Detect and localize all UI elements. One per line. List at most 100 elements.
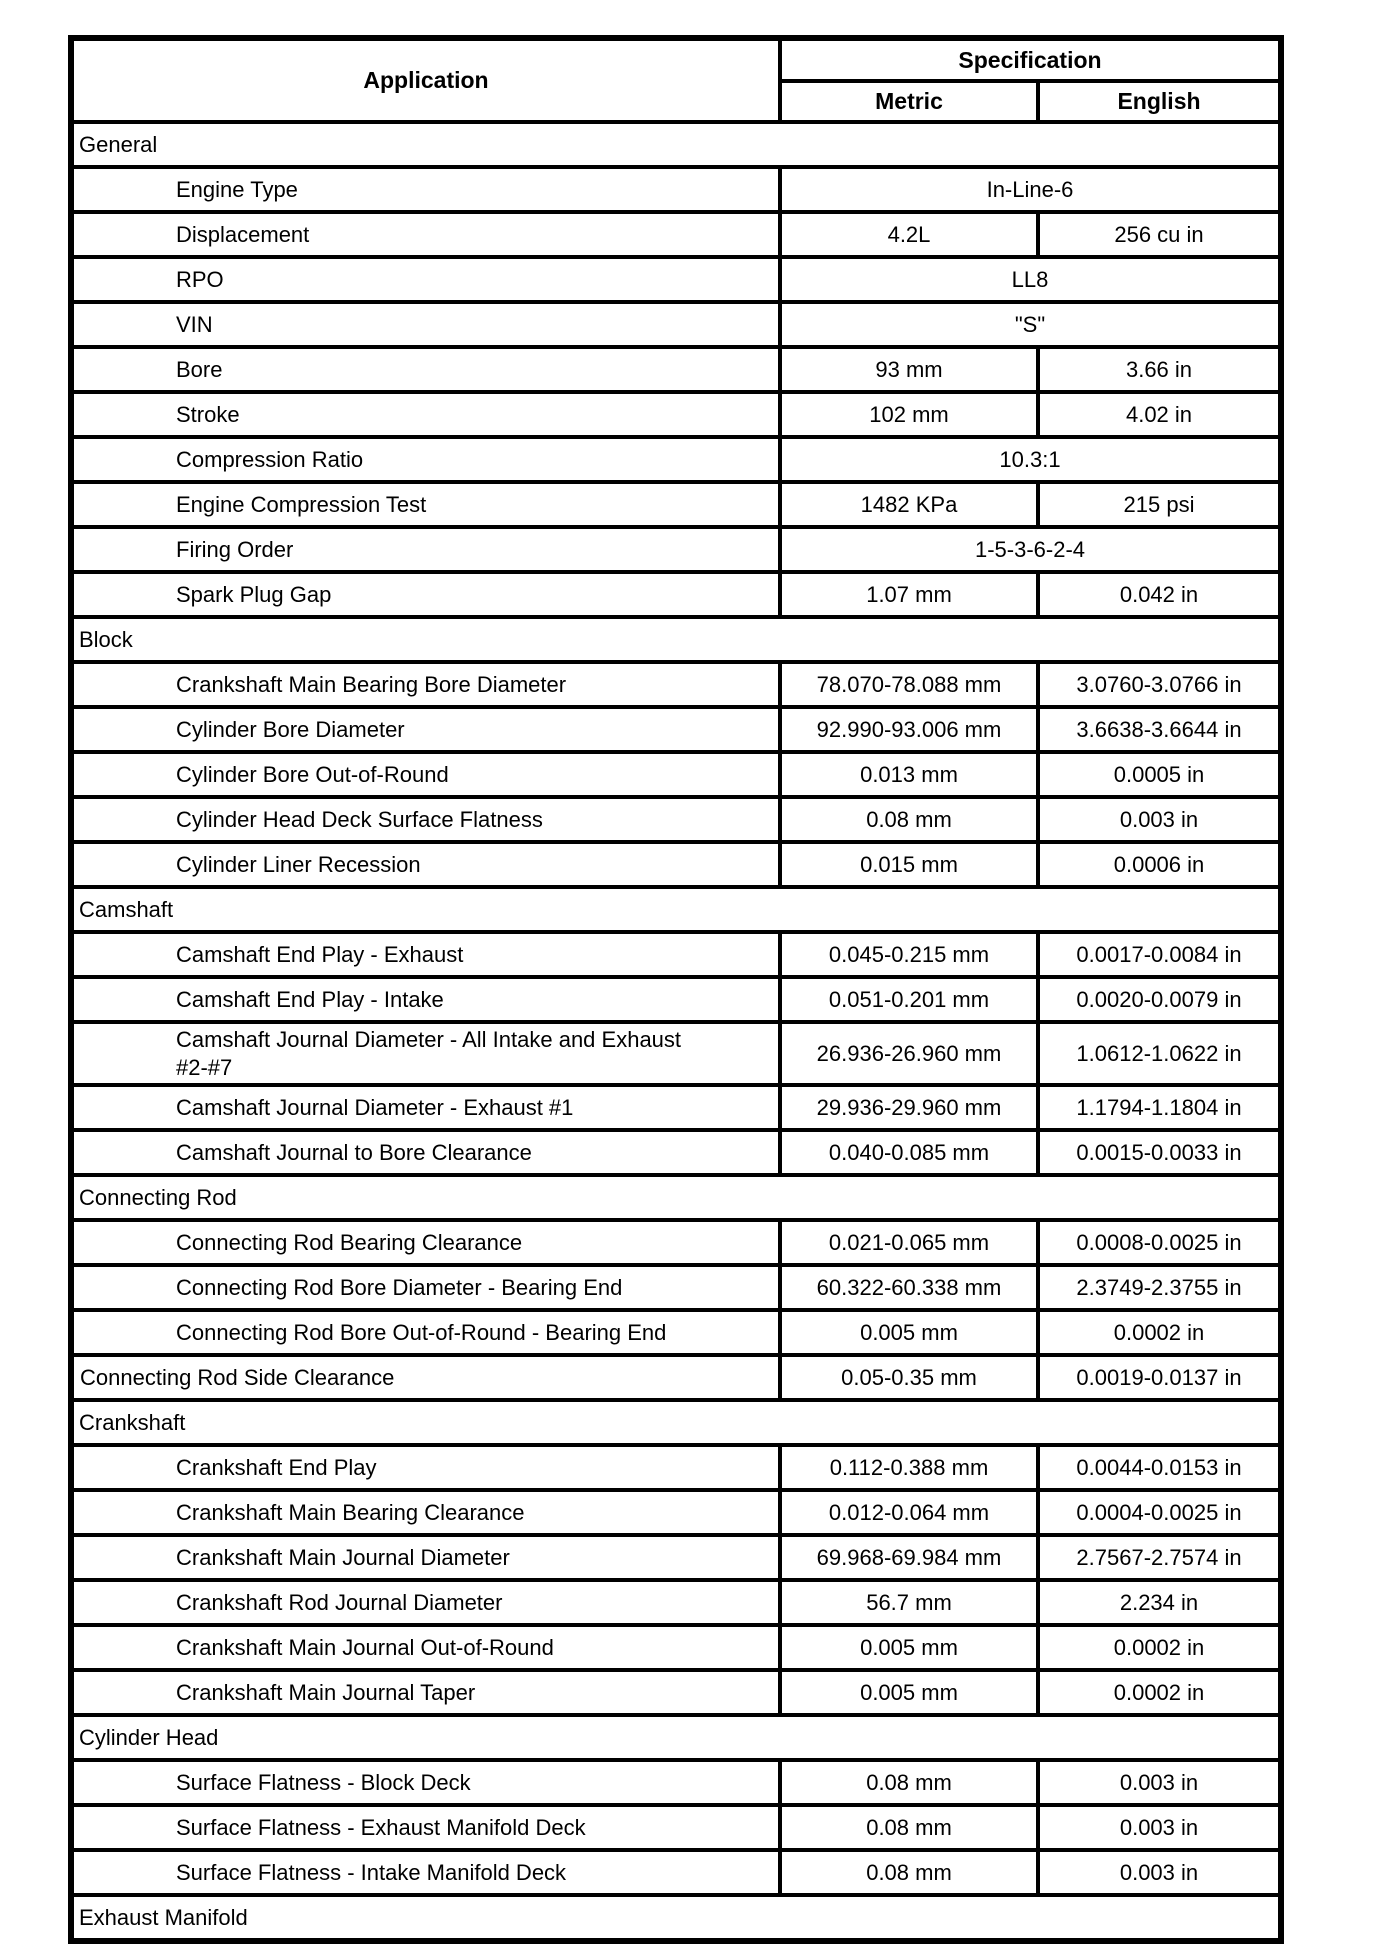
application-label: Engine Compression Test xyxy=(69,480,782,529)
metric-value: 26.936-26.960 mm xyxy=(778,1020,1040,1087)
english-value: 2.234 in xyxy=(1036,1578,1283,1627)
application-label: Crankshaft Main Journal Taper xyxy=(69,1668,782,1717)
english-value: 3.66 in xyxy=(1036,345,1283,394)
english-value: 0.0017-0.0084 in xyxy=(1036,930,1283,979)
spec-row: Engine Type In-Line-6 xyxy=(69,165,1283,214)
section-title: General xyxy=(69,120,1283,169)
section-row: Block xyxy=(69,615,1283,664)
section-row: Crankshaft xyxy=(69,1398,1283,1447)
english-value: 0.003 in xyxy=(1036,795,1283,844)
english-value: 0.0005 in xyxy=(1036,750,1283,799)
metric-value: 0.005 mm xyxy=(778,1623,1040,1672)
english-value: 3.6638-3.6644 in xyxy=(1036,705,1283,754)
english-value: 0.0020-0.0079 in xyxy=(1036,975,1283,1024)
metric-value: 0.015 mm xyxy=(778,840,1040,889)
spec-row: Cylinder Head Deck Surface Flatness 0.08 … xyxy=(69,795,1283,844)
metric-value: 29.936-29.960 mm xyxy=(778,1083,1040,1132)
application-label: Crankshaft Main Journal Out-of-Round xyxy=(69,1623,782,1672)
specification-span-value: 1-5-3-6-2-4 xyxy=(778,525,1283,574)
english-value: 2.7567-2.7574 in xyxy=(1036,1533,1283,1582)
application-column-header: Application xyxy=(69,36,782,124)
application-label: Stroke xyxy=(69,390,782,439)
application-label: Firing Order xyxy=(69,525,782,574)
english-value: 0.003 in xyxy=(1036,1848,1283,1897)
metric-value: 0.021-0.065 mm xyxy=(778,1218,1040,1267)
english-value: 4.02 in xyxy=(1036,390,1283,439)
metric-value: 0.08 mm xyxy=(778,1758,1040,1807)
english-value: 2.3749-2.3755 in xyxy=(1036,1263,1283,1312)
metric-value: 0.013 mm xyxy=(778,750,1040,799)
section-title: Camshaft xyxy=(69,885,1283,934)
spec-row: RPO LL8 xyxy=(69,255,1283,304)
application-label: Cylinder Liner Recession xyxy=(69,840,782,889)
english-value: 0.0008-0.0025 in xyxy=(1036,1218,1283,1267)
english-value: 0.0019-0.0137 in xyxy=(1036,1353,1283,1402)
application-label: Crankshaft End Play xyxy=(69,1443,782,1492)
metric-value: 93 mm xyxy=(778,345,1040,394)
english-value: 0.0002 in xyxy=(1036,1623,1283,1672)
metric-value: 0.045-0.215 mm xyxy=(778,930,1040,979)
spec-row: Camshaft End Play - Exhaust 0.045-0.215 m… xyxy=(69,930,1283,979)
english-value: 0.003 in xyxy=(1036,1758,1283,1807)
application-label: VIN xyxy=(69,300,782,349)
application-label: Connecting Rod Bore Out-of-Round - Beari… xyxy=(69,1308,782,1357)
spec-row: Surface Flatness - Block Deck 0.08 mm 0.00… xyxy=(69,1758,1283,1807)
section-title: Connecting Rod xyxy=(69,1173,1283,1222)
application-label: Connecting Rod Bearing Clearance xyxy=(69,1218,782,1267)
header-subrow: Metric English xyxy=(71,79,1283,124)
english-value: 3.0760-3.0766 in xyxy=(1036,660,1283,709)
spec-row: Crankshaft End Play 0.112-0.388 mm 0.0044-… xyxy=(69,1443,1283,1492)
application-label: Camshaft Journal Diameter - Exhaust #1 xyxy=(69,1083,782,1132)
spec-row: Cylinder Bore Out-of-Round 0.013 mm 0.0005… xyxy=(69,750,1283,799)
application-label: Crankshaft Main Journal Diameter xyxy=(69,1533,782,1582)
section-title: Cylinder Head xyxy=(69,1713,1283,1762)
spec-row: Surface Flatness - Intake Manifold Deck 0… xyxy=(69,1848,1283,1897)
application-label: Surface Flatness - Intake Manifold Deck xyxy=(69,1848,782,1897)
metric-value: 0.051-0.201 mm xyxy=(778,975,1040,1024)
spec-row: Engine Compression Test 1482 KPa 215 psi xyxy=(69,480,1283,529)
spec-row: Camshaft Journal Diameter - Exhaust #1 29… xyxy=(69,1083,1283,1132)
metric-value: 0.08 mm xyxy=(778,795,1040,844)
section-row: Camshaft xyxy=(69,885,1283,934)
metric-column-header: Metric xyxy=(778,79,1040,124)
metric-value: 0.040-0.085 mm xyxy=(778,1128,1040,1177)
spec-table-header: Application Specification Metric English xyxy=(69,36,1283,124)
spec-row: Compression Ratio 10.3:1 xyxy=(69,435,1283,484)
spec-row: Camshaft End Play - Intake 0.051-0.201 mm… xyxy=(69,975,1283,1024)
spec-row: Camshaft Journal Diameter - All Intake a… xyxy=(69,1020,1283,1087)
application-label: Connecting Rod Bore Diameter - Bearing E… xyxy=(69,1263,782,1312)
english-value: 0.0002 in xyxy=(1036,1308,1283,1357)
spec-row: Connecting Rod Side Clearance 0.05-0.35 m… xyxy=(69,1353,1283,1402)
application-label: Cylinder Bore Out-of-Round xyxy=(69,750,782,799)
english-value: 0.0015-0.0033 in xyxy=(1036,1128,1283,1177)
english-value: 215 psi xyxy=(1036,480,1283,529)
spec-row: Connecting Rod Bore Out-of-Round - Beari… xyxy=(69,1308,1283,1357)
specification-column-header: Specification xyxy=(778,36,1283,83)
metric-value: 69.968-69.984 mm xyxy=(778,1533,1040,1582)
section-title: Block xyxy=(69,615,1283,664)
spec-row: Crankshaft Main Journal Taper 0.005 mm 0.0… xyxy=(69,1668,1283,1717)
section-title: Exhaust Manifold xyxy=(69,1893,1283,1943)
spec-row: Crankshaft Main Journal Out-of-Round 0.00… xyxy=(69,1623,1283,1672)
application-label: Engine Type xyxy=(69,165,782,214)
application-label: Cylinder Bore Diameter xyxy=(69,705,782,754)
application-label: Camshaft End Play - Intake xyxy=(69,975,782,1024)
application-label: Camshaft End Play - Exhaust xyxy=(69,930,782,979)
metric-value: 0.08 mm xyxy=(778,1848,1040,1897)
application-label: Connecting Rod Side Clearance xyxy=(69,1353,782,1402)
specification-span-value: LL8 xyxy=(778,255,1283,304)
application-label: Surface Flatness - Block Deck xyxy=(69,1758,782,1807)
metric-value: 92.990-93.006 mm xyxy=(778,705,1040,754)
specification-span-value: 10.3:1 xyxy=(778,435,1283,484)
english-column-header: English xyxy=(1036,79,1283,124)
section-row: General xyxy=(69,120,1283,169)
spec-row: Connecting Rod Bearing Clearance 0.021-0.… xyxy=(69,1218,1283,1267)
application-label: Crankshaft Rod Journal Diameter xyxy=(69,1578,782,1627)
spec-row: Connecting Rod Bore Diameter - Bearing E… xyxy=(69,1263,1283,1312)
application-label: Cylinder Head Deck Surface Flatness xyxy=(69,795,782,844)
application-label: Crankshaft Main Bearing Bore Diameter xyxy=(69,660,782,709)
english-value: 1.1794-1.1804 in xyxy=(1036,1083,1283,1132)
metric-value: 0.112-0.388 mm xyxy=(778,1443,1040,1492)
spec-row: Crankshaft Main Journal Diameter 69.968-6… xyxy=(69,1533,1283,1582)
application-label: Spark Plug Gap xyxy=(69,570,782,619)
